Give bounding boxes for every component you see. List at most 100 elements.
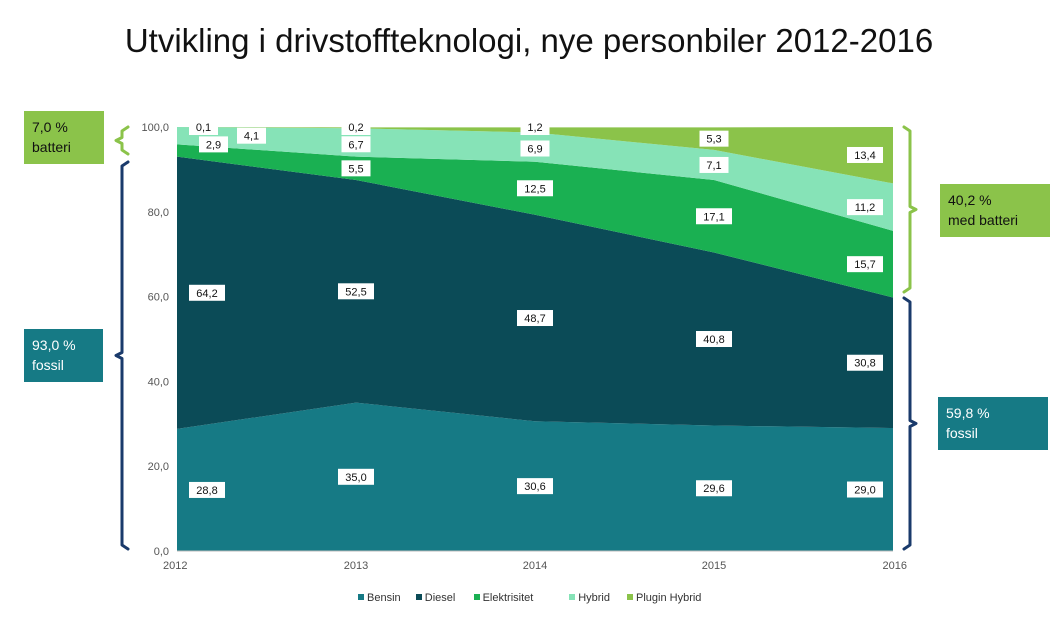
data-label-text: 48,7 bbox=[524, 313, 545, 325]
area-diesel bbox=[177, 156, 893, 429]
x-tick-label: 2013 bbox=[344, 560, 368, 572]
data-label-box bbox=[847, 146, 883, 163]
data-label: 40,8 bbox=[696, 331, 732, 347]
data-label-box bbox=[341, 136, 371, 153]
data-label: 48,7 bbox=[517, 310, 553, 327]
data-label-box bbox=[696, 331, 732, 347]
data-label-box bbox=[520, 140, 550, 157]
data-label-box bbox=[699, 130, 729, 147]
data-label-text: 0,2 bbox=[348, 122, 363, 134]
data-label-text: 6,9 bbox=[527, 144, 542, 156]
data-label: 0,2 bbox=[341, 119, 371, 135]
data-label: 12,5 bbox=[517, 180, 553, 197]
legend-label: Diesel bbox=[424, 592, 456, 604]
data-label-text: 40,8 bbox=[703, 334, 724, 346]
data-label-text: 0,1 bbox=[196, 122, 211, 134]
legend-label: Hybrid bbox=[578, 592, 610, 604]
data-label: 5,5 bbox=[341, 160, 371, 177]
callout-right-fossil-text: fossil bbox=[946, 425, 978, 441]
data-label-box bbox=[699, 156, 729, 173]
data-label: 13,4 bbox=[847, 146, 883, 163]
data-label: 11,2 bbox=[847, 199, 883, 216]
data-label-text: 17,1 bbox=[703, 211, 724, 223]
legend-swatch bbox=[627, 594, 633, 600]
area-layer bbox=[177, 127, 893, 551]
data-label: 1,2 bbox=[520, 119, 550, 135]
chart-title: Utvikling i drivstoffteknologi, nye pers… bbox=[124, 22, 934, 59]
data-label-box bbox=[341, 160, 371, 177]
bracket-right-battery bbox=[902, 125, 918, 294]
data-label-box bbox=[696, 480, 732, 497]
data-label-box bbox=[338, 283, 374, 300]
callout-left-battery: 7,0 % batteri bbox=[24, 111, 104, 164]
y-tick-label: 100,0 bbox=[141, 122, 169, 134]
data-label-box bbox=[517, 180, 553, 197]
data-label: 6,7 bbox=[341, 136, 371, 153]
data-label-text: 28,8 bbox=[196, 485, 217, 497]
data-label-text: 15,7 bbox=[854, 259, 875, 271]
data-label-box bbox=[520, 119, 550, 135]
data-label-text: 6,7 bbox=[348, 139, 363, 151]
data-label-layer: 28,8 35,0 30,6 29,6 29,0 64,2 52,5 48,7 40,8 30,8… bbox=[189, 119, 883, 498]
data-label: 4,1 bbox=[237, 127, 266, 144]
y-tick-label: 20,0 bbox=[148, 461, 169, 473]
legend-item-elektrisitet: Elektrisitet bbox=[473, 592, 534, 604]
data-label: 6,9 bbox=[520, 140, 550, 157]
callout-left-fossil-value: 93,0 % bbox=[32, 337, 76, 353]
data-label: 64,2 bbox=[189, 284, 225, 301]
legend-label: Bensin bbox=[367, 592, 401, 604]
callout-right-fossil-value: 59,8 % bbox=[946, 405, 990, 421]
data-label-text: 1,2 bbox=[527, 122, 542, 134]
callout-left-fossil-text: fossil bbox=[32, 357, 64, 373]
data-label-text: 4,1 bbox=[244, 131, 259, 143]
x-tick-label: 2015 bbox=[702, 560, 726, 572]
data-label: 29,0 bbox=[847, 481, 883, 498]
data-label-text: 35,0 bbox=[345, 472, 366, 484]
data-label-box bbox=[847, 199, 883, 216]
bracket-left-fossil bbox=[114, 160, 130, 551]
data-label-box bbox=[341, 119, 371, 135]
data-label-text: 30,8 bbox=[854, 358, 875, 370]
area-hybrid bbox=[177, 127, 893, 231]
area-bensin bbox=[177, 402, 893, 551]
legend-item-bensin: Bensin bbox=[358, 592, 401, 604]
data-label-box bbox=[847, 481, 883, 498]
data-label-box bbox=[189, 284, 225, 301]
data-label-text: 5,3 bbox=[706, 134, 721, 146]
data-label-text: 64,2 bbox=[196, 288, 217, 300]
data-label-text: 7,1 bbox=[706, 160, 721, 172]
data-label: 2,9 bbox=[199, 136, 228, 153]
legend-label: Plugin Hybrid bbox=[636, 592, 702, 604]
legend-swatch bbox=[569, 594, 576, 600]
legend-item-hybrid: Hybrid bbox=[569, 592, 610, 604]
data-label-text: 13,4 bbox=[854, 150, 875, 162]
data-label: 52,5 bbox=[338, 283, 374, 300]
legend-swatch bbox=[415, 594, 422, 600]
axes-layer: 0,0 20,0 40,0 60,0 80,0 100,0 2012 2013 2014 2015… bbox=[141, 122, 907, 572]
data-label-box bbox=[189, 481, 225, 498]
data-label: 5,3 bbox=[699, 130, 729, 147]
data-label: 7,1 bbox=[699, 156, 729, 173]
data-label-text: 12,5 bbox=[524, 183, 545, 195]
x-tick-label: 2014 bbox=[523, 560, 547, 572]
legend-swatch bbox=[473, 594, 480, 600]
data-label-text: 29,6 bbox=[703, 483, 724, 495]
legend-item-diesel: Diesel bbox=[415, 592, 456, 604]
data-label-box bbox=[517, 310, 553, 327]
data-label-text: 2,9 bbox=[206, 139, 221, 151]
bracket-layer bbox=[114, 125, 918, 551]
bracket-right-fossil bbox=[902, 296, 918, 551]
data-label-box bbox=[237, 127, 266, 144]
x-tick-label: 2012 bbox=[163, 560, 187, 572]
data-label-text: 11,2 bbox=[855, 202, 876, 214]
y-tick-label: 0,0 bbox=[154, 546, 169, 558]
y-tick-label: 80,0 bbox=[148, 207, 169, 219]
data-label: 0,1 bbox=[189, 119, 218, 135]
data-label: 17,1 bbox=[696, 208, 732, 225]
bracket-left-battery bbox=[114, 125, 130, 156]
data-label-box bbox=[847, 256, 883, 273]
legend-label: Elektrisitet bbox=[482, 592, 534, 604]
data-label: 30,8 bbox=[847, 354, 883, 371]
legend-swatch bbox=[358, 594, 364, 600]
